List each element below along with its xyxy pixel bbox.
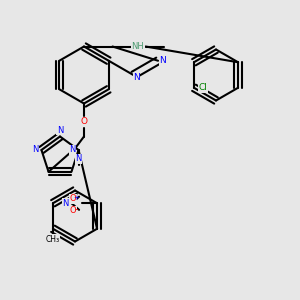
- Text: N: N: [57, 126, 63, 135]
- Text: +: +: [73, 195, 79, 201]
- Text: N: N: [69, 146, 76, 154]
- Text: O: O: [70, 206, 76, 215]
- Text: N: N: [159, 56, 166, 65]
- Text: N: N: [32, 146, 39, 154]
- Text: O: O: [80, 117, 88, 126]
- Text: CH₃: CH₃: [46, 235, 60, 244]
- Text: -: -: [74, 204, 78, 214]
- Text: O: O: [70, 194, 76, 203]
- Text: N: N: [133, 74, 140, 82]
- Text: N: N: [75, 154, 82, 164]
- Text: NH: NH: [132, 42, 144, 51]
- Text: N: N: [62, 199, 69, 208]
- Text: Cl: Cl: [199, 83, 207, 92]
